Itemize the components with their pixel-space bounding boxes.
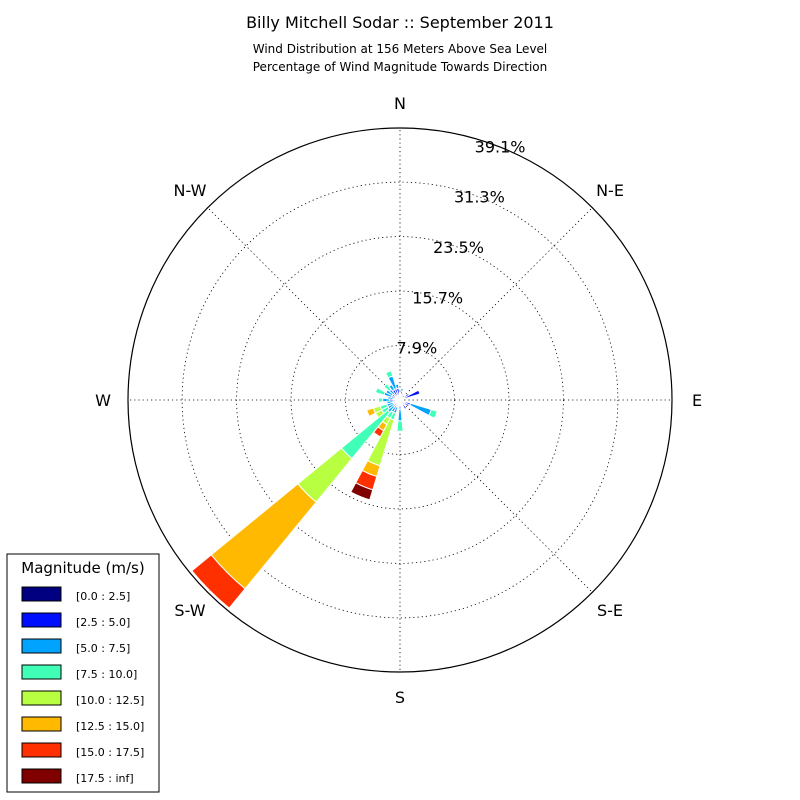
- radial-gridline: [181, 181, 619, 619]
- polar-outer-frame: [127, 127, 673, 673]
- windrose-bar-segment: [400, 387, 405, 392]
- direction-label: N-W: [174, 181, 207, 200]
- direction-label: S-E: [597, 601, 623, 620]
- legend-swatch: [21, 612, 62, 628]
- windrose-bar-segment: [384, 370, 394, 379]
- legend-label: [12.5 : 15.0]: [76, 720, 144, 733]
- legend-swatch: [21, 768, 62, 784]
- legend-label: [15.0 : 17.5]: [76, 746, 144, 759]
- radial-tick-label: 31.3%: [454, 188, 505, 207]
- windrose-bar-segment: [383, 383, 392, 392]
- legend-label: [2.5 : 5.0]: [76, 616, 130, 629]
- legend-swatch: [21, 690, 62, 706]
- windrose-bar-segment: [396, 420, 404, 432]
- windrose-bar-segment: [388, 383, 396, 392]
- legend: Magnitude (m/s) [0.0 : 2.5] [2.5 : 5.0] [5…: [6, 553, 160, 793]
- title-group: Billy Mitchell Sodar :: September 2011 W…: [246, 13, 554, 74]
- radial-tick-label: 15.7%: [412, 288, 463, 307]
- outer-circle: [127, 127, 673, 673]
- windrose-bar-segment: [366, 407, 377, 418]
- direction-label: W: [95, 391, 111, 410]
- direction-gridline: [399, 399, 593, 593]
- legend-label: [5.0 : 7.5]: [76, 642, 130, 655]
- direction-label: E: [692, 391, 702, 410]
- legend-swatch: [21, 716, 62, 732]
- windrose-bar-segment: [377, 397, 384, 403]
- windrose-bar-segment: [403, 389, 421, 400]
- legend-title: Magnitude (m/s): [21, 559, 144, 577]
- windrose-bar-segment: [374, 387, 386, 396]
- windrose-bars: [191, 370, 438, 609]
- polar-grid: [128, 128, 672, 672]
- legend-label: [7.5 : 10.0]: [76, 668, 137, 681]
- windrose-bar-segment: [409, 402, 432, 417]
- radial-gridline: [345, 345, 455, 455]
- legend-label: [10.0 : 12.5]: [76, 694, 144, 707]
- legend-swatch: [21, 664, 62, 680]
- radial-tick-label: 23.5%: [433, 238, 484, 257]
- direction-label: N: [394, 94, 406, 113]
- windrose-bar-segment: [394, 383, 400, 390]
- legend-swatch: [21, 586, 62, 602]
- chart-subtitle-line-1: Wind Distribution at 156 Meters Above Se…: [253, 42, 548, 56]
- legend-label: [17.5 : inf]: [76, 772, 134, 785]
- windrose-bar-segment: [400, 401, 408, 410]
- legend-swatch: [21, 638, 62, 654]
- radial-tick-label: 39.1%: [475, 138, 526, 157]
- radial-gridline: [236, 236, 564, 564]
- radial-tick-label: 7.9%: [397, 339, 438, 358]
- windrose-bar-segment: [401, 400, 410, 408]
- chart-title: Billy Mitchell Sodar :: September 2011: [246, 13, 554, 32]
- windrose-bar-segment: [397, 408, 403, 422]
- legend-swatch: [21, 742, 62, 758]
- windrose-bar-segment: [398, 402, 402, 410]
- polar-labels: N N-E E S-E S S-W W N-W 7.9% 15.7% 23.5% 31.3% 39.1%: [95, 94, 702, 707]
- direction-label: S: [395, 688, 405, 707]
- windrose-bar-segment: [428, 408, 438, 420]
- windrose-bar-segment: [191, 554, 246, 609]
- radial-gridline: [290, 290, 510, 510]
- direction-label: S-W: [174, 601, 205, 620]
- windrose-bar-segment: [350, 482, 374, 501]
- chart-subtitle-line-2: Percentage of Wind Magnitude Towards Dir…: [253, 60, 547, 74]
- direction-gridline: [207, 207, 401, 401]
- legend-items: [0.0 : 2.5] [2.5 : 5.0] [5.0 : 7.5] [7.5 : …: [21, 586, 144, 785]
- legend-label: [0.0 : 2.5]: [76, 590, 130, 603]
- windrose-bar-segment: [400, 392, 404, 398]
- direction-label: N-E: [596, 181, 624, 200]
